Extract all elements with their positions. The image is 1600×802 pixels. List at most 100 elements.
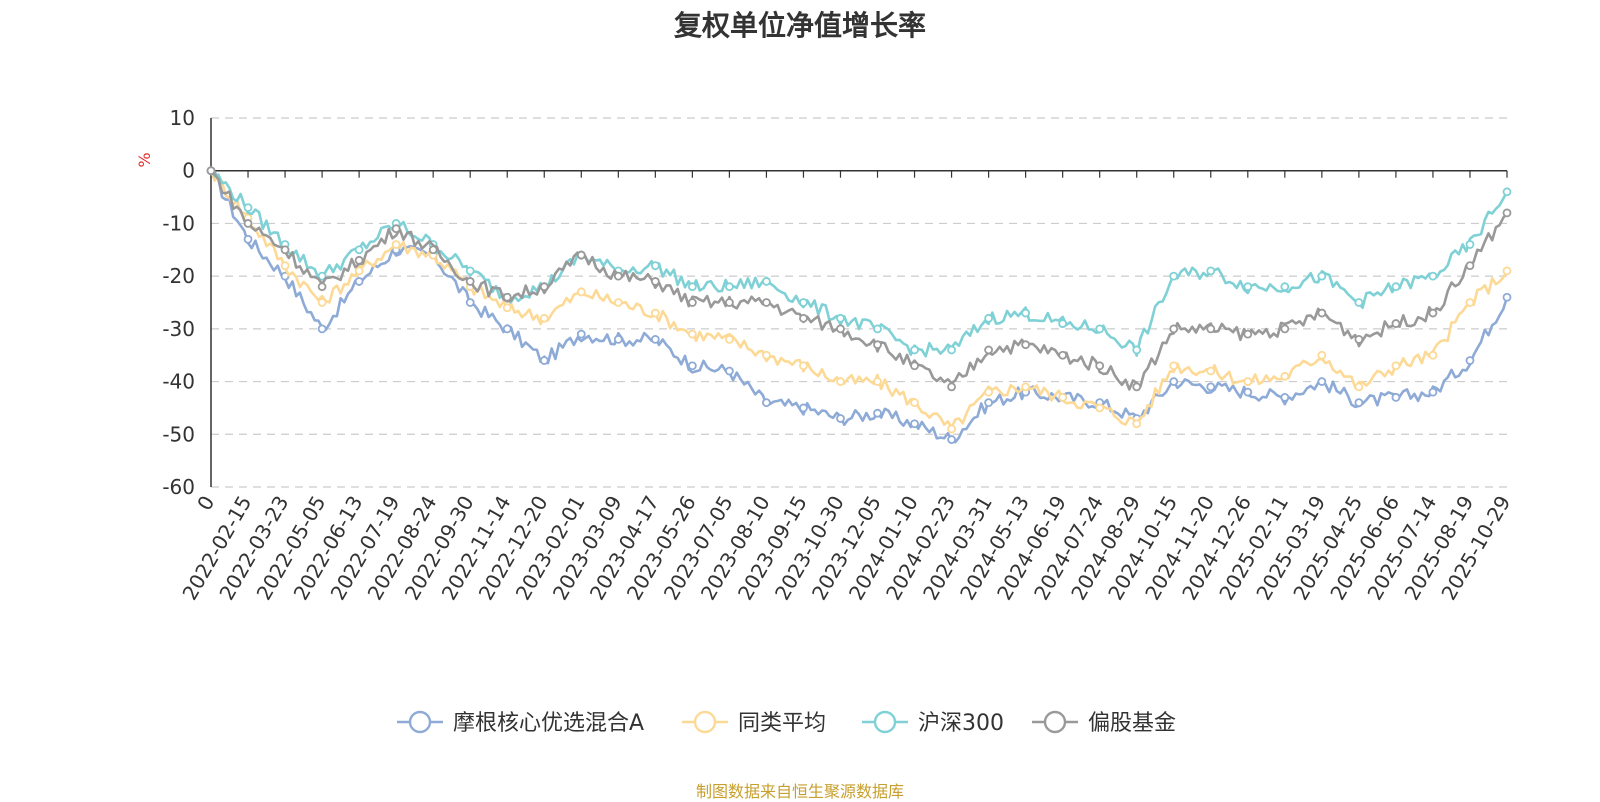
- y-tick-label: -60: [162, 475, 195, 499]
- x-tick-label: 0: [192, 492, 219, 515]
- data-point: [650, 261, 660, 271]
- data-point: [687, 298, 697, 307]
- y-tick-label: -10: [162, 211, 195, 235]
- data-point: [1243, 329, 1253, 339]
- data-point: [1206, 382, 1216, 392]
- data-point: [1243, 282, 1253, 292]
- data-point: [576, 287, 586, 297]
- data-point: [947, 435, 956, 444]
- data-point: [613, 271, 623, 281]
- data-point: [910, 398, 919, 408]
- data-point: [836, 377, 845, 386]
- data-point: [502, 324, 512, 334]
- data-point: [1428, 308, 1438, 318]
- data-point: [317, 282, 327, 292]
- data-point: [947, 382, 956, 392]
- data-point: [1169, 361, 1179, 371]
- data-point: [465, 266, 475, 276]
- data-point: [613, 334, 623, 344]
- legend-label: 沪深300: [918, 711, 1004, 736]
- data-point: [613, 298, 623, 307]
- data-point: [1317, 271, 1327, 281]
- y-tick-label: -20: [162, 264, 195, 288]
- data-point: [1391, 282, 1401, 292]
- data-point: [243, 203, 253, 213]
- data-point: [910, 361, 919, 371]
- data-point: [317, 271, 327, 281]
- data-point: [1132, 382, 1142, 392]
- data-point: [725, 366, 734, 376]
- y-tick-label: 0: [182, 159, 195, 183]
- data-point: [1095, 361, 1105, 371]
- legend-label: 摩根核心优选混合A: [453, 711, 644, 736]
- data-point: [317, 324, 327, 334]
- data-point: [1502, 292, 1512, 302]
- data-point: [465, 277, 475, 286]
- data-point: [1243, 377, 1253, 386]
- series-line: [210, 169, 1509, 444]
- data-point: [1317, 350, 1327, 360]
- data-point: [465, 298, 475, 307]
- data-point: [725, 298, 734, 307]
- data-point: [1502, 266, 1512, 276]
- data-point: [1058, 392, 1068, 402]
- data-point: [1428, 271, 1438, 281]
- data-point: [836, 324, 845, 334]
- data-point: [1502, 208, 1512, 218]
- data-point: [836, 414, 845, 423]
- data-point: [317, 298, 327, 307]
- data-point: [1354, 334, 1364, 344]
- data-point: [1391, 319, 1401, 328]
- data-point: [873, 324, 882, 334]
- data-point: [1354, 298, 1364, 307]
- data-point: [243, 234, 253, 244]
- data-point: [1391, 392, 1401, 402]
- data-point: [1465, 240, 1475, 249]
- data-point: [1354, 398, 1364, 408]
- data-point: [539, 313, 549, 323]
- y-tick-label: -50: [162, 422, 195, 446]
- data-point: [1095, 324, 1105, 334]
- data-point: [836, 313, 845, 323]
- y-tick-label: -30: [162, 317, 195, 341]
- data-point: [1428, 387, 1438, 397]
- data-point: [502, 303, 512, 313]
- data-point: [1021, 382, 1031, 392]
- data-point: [354, 266, 364, 276]
- data-point: [1095, 403, 1105, 413]
- data-point: [1354, 382, 1364, 392]
- data-point: [984, 387, 993, 397]
- data-point: [762, 298, 771, 307]
- series-line: [209, 170, 1509, 429]
- data-point: [984, 313, 993, 323]
- data-point: [428, 245, 438, 255]
- data-point: [1132, 419, 1142, 429]
- data-point: [1465, 356, 1475, 365]
- series-line: [210, 169, 1509, 391]
- data-point: [873, 340, 882, 350]
- data-point: [206, 166, 216, 176]
- data-point: [391, 240, 401, 249]
- data-point: [910, 345, 919, 355]
- data-point: [1206, 366, 1216, 376]
- data-point: [799, 313, 808, 323]
- data-point: [1391, 361, 1401, 371]
- data-point: [243, 219, 253, 228]
- data-point: [873, 408, 882, 418]
- data-point: [984, 398, 993, 408]
- series-line: [209, 169, 1509, 358]
- data-point: [391, 224, 401, 234]
- chart-title: 复权单位净值增长率: [673, 9, 926, 42]
- data-point: [1465, 261, 1475, 271]
- data-point: [539, 356, 549, 365]
- data-point: [1058, 319, 1068, 328]
- data-point: [762, 350, 771, 360]
- data-point: [1280, 324, 1290, 334]
- data-point: [1169, 377, 1179, 386]
- data-point: [354, 245, 364, 255]
- legend-marker: [408, 710, 432, 734]
- data-point: [762, 277, 771, 286]
- data-point: [576, 329, 586, 339]
